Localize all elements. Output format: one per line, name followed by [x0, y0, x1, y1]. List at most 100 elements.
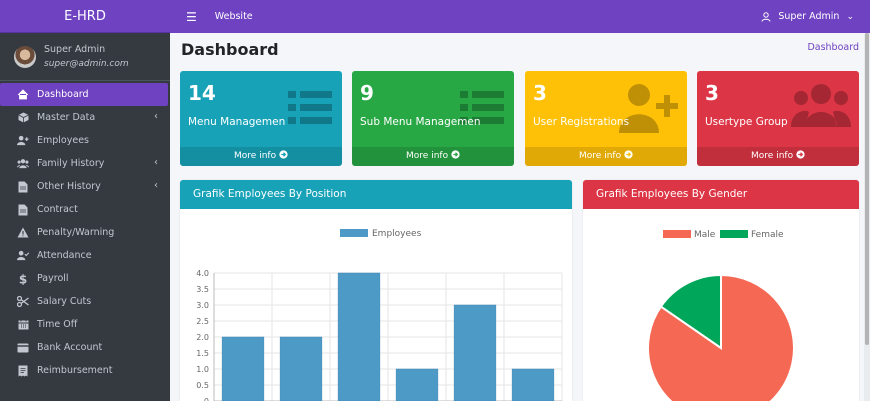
user-menu-label[interactable]: Super Admin — [778, 11, 840, 22]
page-title: Dashboard — [181, 40, 279, 59]
legend-label-employees: Employees — [372, 229, 422, 239]
sidebar-item-employees[interactable]: Employees — [0, 129, 168, 152]
dollar-icon: $ — [17, 273, 29, 285]
info-box-value: 3 — [705, 81, 719, 105]
gender-chart-card: Grafik Employees By Gender Male Female — [583, 180, 859, 401]
more-info-link[interactable]: More info — [525, 147, 687, 166]
sidebar-item-label: Salary Cuts — [37, 296, 92, 307]
users-icon — [791, 83, 851, 130]
scrollbar[interactable] — [864, 33, 870, 401]
sidebar-item-time-off[interactable]: Time Off — [0, 313, 168, 336]
sidebar-item-label: Dashboard — [37, 89, 89, 100]
more-info-label[interactable]: More info — [751, 151, 794, 161]
hamburger-icon[interactable]: ☰ — [186, 9, 197, 24]
sidebar-item-penalty-warning[interactable]: Penalty/Warning — [0, 221, 168, 244]
sidebar-item-label: Attendance — [37, 250, 92, 261]
y-tick-label: 4.0 — [196, 269, 209, 278]
warning-icon — [17, 227, 29, 239]
gender-chart-title: Grafik Employees By Gender — [583, 180, 859, 209]
sidebar-item-family-history[interactable]: Family History ‹ — [0, 152, 168, 175]
y-tick-label: 3.5 — [196, 285, 209, 294]
sidebar-item-attendance[interactable]: Attendance — [0, 244, 168, 267]
sidebar-item-label: Contract — [37, 204, 78, 215]
info-box-label: Sub Menu Managemen — [360, 116, 481, 128]
legend-swatch-male — [663, 230, 691, 238]
more-info-link[interactable]: More info — [697, 147, 859, 166]
user-plus-icon — [619, 83, 679, 136]
receipt-icon — [17, 365, 29, 377]
info-box-value: 14 — [188, 81, 216, 105]
y-tick-label: 0 — [204, 397, 209, 401]
more-info-label[interactable]: More info — [406, 151, 449, 161]
breadcrumb[interactable]: Dashboard — [807, 42, 859, 53]
position-bar-chart: Employees00.51.01.52.02.53.03.54.0Operat… — [196, 229, 563, 401]
dashboard-icon — [17, 89, 29, 101]
sidebar-item-label: Employees — [37, 135, 89, 146]
users-icon — [17, 158, 29, 170]
info-box-label: Menu Managemen — [188, 116, 286, 128]
scissors-icon — [17, 296, 29, 308]
bar-staff — [279, 336, 323, 401]
position-chart-title: Grafik Employees By Position — [180, 180, 572, 209]
sidebar-item-label: Bank Account — [37, 342, 103, 353]
bar-supervisor — [337, 272, 381, 401]
gender-pie-chart: Male Female — [647, 230, 795, 401]
sidebar-item-other-history[interactable]: Other History ‹ — [0, 175, 168, 198]
arrow-circle-right-icon[interactable] — [624, 150, 633, 161]
more-info-link[interactable]: More info — [180, 147, 342, 166]
sidebar-nav: Dashboard Master Data ‹ Employees Family His… — [0, 81, 170, 382]
more-info-label[interactable]: More info — [579, 151, 622, 161]
sidebar-item-contract[interactable]: Contract — [0, 198, 168, 221]
legend-label-male: Male — [694, 230, 716, 240]
position-chart-card: Grafik Employees By Position Employees 0 0… — [180, 180, 572, 401]
sidebar-item-dashboard[interactable]: Dashboard — [0, 83, 168, 106]
bar-group-leader — [395, 368, 439, 401]
sidebar-item-label: Family History — [37, 158, 105, 169]
y-tick-label: 2.5 — [196, 317, 209, 326]
brand-logo[interactable]: E-HRD — [0, 0, 170, 33]
info-box-usertype-group: 3 Usertype Group More info — [697, 71, 859, 166]
sidebar-item-label: Payroll — [37, 273, 69, 284]
sidebar-item-payroll[interactable]: $ Payroll — [0, 267, 168, 290]
legend-swatch-employees — [340, 229, 368, 237]
sidebar-item-label: Penalty/Warning — [37, 227, 115, 238]
arrow-circle-right-icon[interactable] — [796, 150, 805, 161]
list-icon — [288, 89, 332, 130]
bar-manager — [453, 304, 497, 401]
website-link[interactable]: Website — [214, 11, 253, 22]
info-box-sub-menu-managemen: 9 Sub Menu Managemen More info — [352, 71, 514, 166]
sidebar-item-bank-account[interactable]: Bank Account — [0, 336, 168, 359]
calendar-icon — [17, 319, 29, 331]
avatar[interactable] — [14, 45, 36, 68]
sidebar-item-reimbursement[interactable]: Reimbursement — [0, 359, 168, 382]
legend-label-female: Female — [751, 230, 784, 240]
y-tick-label: 3.0 — [196, 301, 209, 310]
more-info-label[interactable]: More info — [234, 151, 277, 161]
bar-operator — [221, 336, 265, 401]
scrollbar-thumb[interactable] — [865, 33, 869, 345]
arrow-circle-right-icon[interactable] — [279, 150, 288, 161]
info-box-menu-managemen: 14 Menu Managemen More info — [180, 71, 342, 166]
sidebar-item-master-data[interactable]: Master Data ‹ — [0, 106, 168, 129]
chevron-left-icon[interactable]: ‹ — [154, 157, 158, 168]
file-icon — [17, 181, 29, 193]
user-menu[interactable]: Super Admin ⌄ — [760, 0, 854, 33]
arrow-circle-right-icon[interactable] — [451, 150, 460, 161]
top-navbar: ☰ Website Super Admin ⌄ — [170, 0, 870, 33]
credit-card-icon — [17, 342, 29, 354]
y-tick-label: 1.5 — [196, 349, 209, 358]
user-name[interactable]: Super Admin — [44, 43, 106, 55]
chevron-left-icon[interactable]: ‹ — [154, 180, 158, 191]
more-info-link[interactable]: More info — [352, 147, 514, 166]
chevron-left-icon[interactable]: ‹ — [154, 111, 158, 122]
info-box-user-registrations: 3 User Registrations More info — [525, 71, 687, 166]
sidebar-item-salary-cuts[interactable]: Salary Cuts — [0, 290, 168, 313]
chevron-down-icon[interactable]: ⌄ — [846, 11, 854, 22]
sidebar-item-label: Other History — [37, 181, 101, 192]
bar-direktur — [511, 368, 555, 401]
sidebar: E-HRD Super Admin super@admin.com Dashbo… — [0, 0, 170, 401]
user-plus-icon — [17, 135, 29, 147]
sidebar-item-label: Reimbursement — [37, 365, 113, 376]
user-panel[interactable]: Super Admin super@admin.com — [0, 33, 170, 81]
user-icon — [760, 11, 772, 23]
